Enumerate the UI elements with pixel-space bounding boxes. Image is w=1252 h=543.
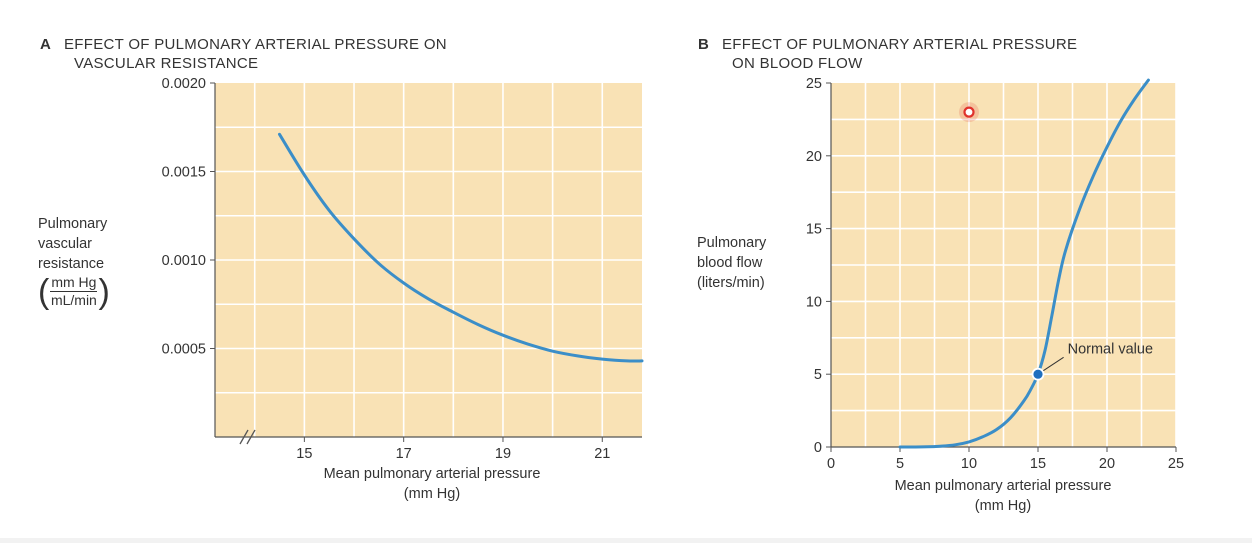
panel-b-title-line2: ON BLOOD FLOW xyxy=(732,55,863,72)
panel-b-plot: 0 5 10 15 20 25 0 5 10 15 20 25 Normal value xyxy=(806,76,1184,472)
panel-b-x-tick-label: 5 xyxy=(896,456,904,472)
panel-a-xlabel-line2: (mm Hg) xyxy=(403,486,461,502)
panel-a-ylabel-unit-denominator: mL/min xyxy=(50,292,97,308)
panel-a-ylabel-unit-numerator: mm Hg xyxy=(50,274,98,292)
panel-b-title-line1: EFFECT OF PULMONARY ARTERIAL PRESSURE xyxy=(722,36,1078,53)
panel-a-x-tick-label: 19 xyxy=(495,446,511,462)
panel-b-x-tick-label: 10 xyxy=(961,456,977,472)
panel-b-xlabel-line2: (mm Hg) xyxy=(974,498,1032,514)
panel-a-ylabel-line3: resistance xyxy=(38,256,105,272)
panel-a-series-line xyxy=(278,132,644,363)
panel-a-ylabel-line1: Pulmonary xyxy=(38,216,108,232)
panel-a-y-tick-label: 0.0010 xyxy=(162,253,206,269)
panel-b-normal-value-point xyxy=(1031,367,1045,381)
panel-b-y-tick-label: 15 xyxy=(806,222,822,238)
panel-a-ylabel-unit: ( mm Hg mL/min ) xyxy=(38,272,110,311)
panel-a-x-tick-label: 21 xyxy=(594,446,610,462)
panel-a-title: A EFFECT OF PULMONARY ARTERIAL PRESSURE O… xyxy=(40,35,447,73)
panel-b-x-tick-label: 15 xyxy=(1030,456,1046,472)
panel-a-y-tick-label: 0.0020 xyxy=(162,76,206,92)
panel-b-y-tick-label: 20 xyxy=(806,149,822,165)
panel-b-x-tick-label: 0 xyxy=(827,456,835,472)
panel-b-annotation-label: Normal value xyxy=(1068,341,1153,357)
panel-b-ylabel-line2: blood flow xyxy=(697,255,763,271)
panel-a-y-tick-label: 0.0015 xyxy=(162,165,206,181)
panel-b-y-tick-label: 25 xyxy=(806,76,822,92)
panel-a-letter: A xyxy=(40,36,52,53)
panel-b-ylabel-line3: (liters/min) xyxy=(697,275,765,291)
panel-b-y-tick-label: 5 xyxy=(814,367,822,383)
panel-a-title-line1: EFFECT OF PULMONARY ARTERIAL PRESSURE ON xyxy=(64,36,447,53)
panel-b-ylabel-line1: Pulmonary xyxy=(697,235,767,251)
panel-a-ylabel: Pulmonary vascular resistance ( mm Hg mL… xyxy=(38,214,110,309)
panel-a-axis-break-mark xyxy=(246,429,256,445)
panel-a-ylabel-line2: vascular xyxy=(38,236,92,252)
panel-b-y-tick-label: 0 xyxy=(814,440,822,456)
panel-a-x-tick-label: 15 xyxy=(296,446,312,462)
panel-b-title: B EFFECT OF PULMONARY ARTERIAL PRESSURE O… xyxy=(698,35,1077,73)
panel-a-x-tick-label: 17 xyxy=(396,446,412,462)
panel-b-xlabel: Mean pulmonary arterial pressure (mm Hg) xyxy=(843,476,1163,516)
panel-a-plot: 15 17 19 21 0.0005 0.0010 0.0015 0.0020 xyxy=(162,76,644,462)
panel-a-y-tick-label: 0.0005 xyxy=(162,342,206,358)
panel-b-marker xyxy=(963,106,975,118)
panel-b-xlabel-line1: Mean pulmonary arterial pressure xyxy=(894,478,1112,494)
bottom-divider xyxy=(0,538,1252,543)
panel-a-axis-break-mark xyxy=(239,429,249,445)
panel-a-title-line2: VASCULAR RESISTANCE xyxy=(74,55,259,72)
panel-b-ylabel: Pulmonary blood flow (liters/min) xyxy=(697,233,766,293)
panel-a-xlabel-line1: Mean pulmonary arterial pressure xyxy=(323,466,541,482)
panel-b-letter: B xyxy=(698,36,710,53)
panel-b-x-tick-label: 20 xyxy=(1099,456,1115,472)
panel-a-xlabel: Mean pulmonary arterial pressure (mm Hg) xyxy=(272,464,592,504)
panel-b-x-tick-label: 25 xyxy=(1168,456,1184,472)
panel-b-y-tick-label: 10 xyxy=(806,294,822,310)
